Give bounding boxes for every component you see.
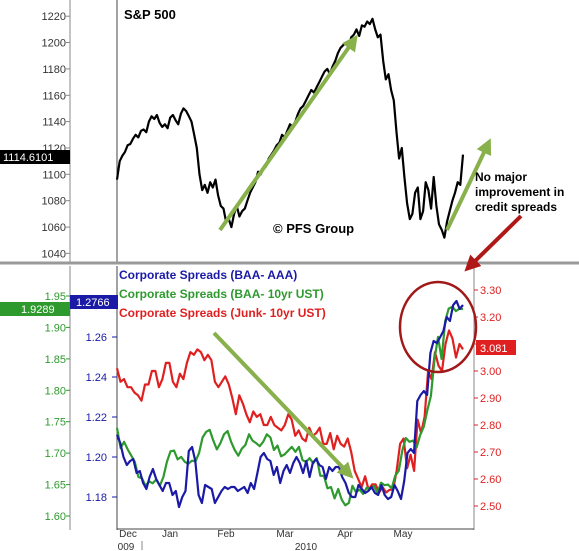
left-outer-tick-label: 1.70 [45,448,66,460]
right-tick-label: 3.00 [480,366,501,378]
left-outer-tick-label: 1.60 [45,511,66,523]
sp500-y-tick-label: 1080 [42,196,66,208]
left-inner-tick-label: 1.24 [86,372,107,384]
green-y-ticks: 1.60 1.65 1.70 1.75 1.80 1.85 1.90 1.95 [45,291,70,523]
left-outer-tick-label: 1.90 [45,322,66,334]
sp500-y-tick-label: 1100 [42,169,66,181]
red-current-value-tag: 3.081 [476,340,516,355]
x-year-label: 009 [118,542,135,551]
right-tick-label: 2.60 [480,474,501,486]
sp500-y-tick-label: 1140 [42,117,66,129]
sp500-y-tick-label: 1220 [42,11,66,23]
sp500-y-tick-label: 1180 [42,64,66,76]
annotation-line-3: credit spreads [475,200,557,214]
x-month-label: Jan [162,529,178,540]
right-tick-label: 3.20 [480,312,501,324]
blue-current-value: 1.2766 [76,297,110,309]
right-tick-label: 2.70 [480,447,501,459]
x-month-label: May [394,529,413,540]
series-line-left-inner [115,299,464,509]
downtrend-arrow [212,331,354,479]
legend-item-baa-aaa: Corporate Spreads (BAA- AAA) [119,268,297,282]
x-axis-labels: Dec Jan Feb Mar Apr May 009 2010 [118,529,413,551]
right-tick-label: 2.50 [480,501,501,513]
annotation-line-2: improvement in [475,185,564,199]
red-y-ticks: 2.502.602.702.802.903.003.103.203.30 [474,285,501,513]
annotation-text: No major improvement in credit spreads [475,170,564,214]
left-inner-tick-label: 1.26 [86,332,107,344]
watermark: © PFS Group [273,221,354,236]
sp500-line [115,17,465,239]
uptrend-arrow-2 [445,138,492,231]
green-current-value: 1.9289 [21,304,55,316]
left-inner-tick-label: 1.20 [86,452,107,464]
legend: Corporate Spreads (BAA- AAA) Corporate S… [119,268,326,320]
right-tick-label: 2.90 [480,393,501,405]
left-outer-tick-label: 1.95 [45,291,66,303]
green-current-value-tag: 1.9289 [0,302,70,316]
sp500-current-value: 1114.6101 [3,152,53,164]
sp500-series [115,17,465,239]
sp500-panel: 1040106010801100112011401160118012001220… [0,0,564,262]
right-tick-label: 3.30 [480,285,501,297]
left-outer-tick-label: 1.80 [45,385,66,397]
right-tick-label: 2.80 [480,420,501,432]
left-outer-tick-label: 1.65 [45,480,66,492]
x-month-label: Feb [217,529,235,540]
callout-arrow [464,214,523,272]
sp500-title: S&P 500 [124,7,176,22]
blue-y-ticks: 1.18 1.20 1.22 1.24 1.26 [86,332,117,504]
x-year-label: 2010 [295,542,318,551]
red-current-value: 3.081 [480,343,508,355]
sp500-y-tick-label: 1040 [42,248,66,260]
spreads-series [115,299,464,509]
spreads-panel: 1.60 1.65 1.70 1.75 1.80 1.85 1.90 1.95 1.18 1.2… [0,214,523,551]
legend-item-junk-10yr: Corporate Spreads (Junk- 10yr UST) [119,306,326,320]
sp500-y-tick-label: 1200 [42,38,66,50]
left-inner-tick-label: 1.18 [86,492,107,504]
series-line-left-outer [115,305,464,507]
left-inner-tick-label: 1.22 [86,412,107,424]
blue-current-value-tag: 1.2766 [70,295,118,309]
annotation-line-1: No major [475,170,527,184]
highlight-circle [398,280,478,374]
sp500-current-value-tag: 1114.6101 [0,150,70,164]
sp500-y-tick-label: 1160 [42,90,66,102]
sp500-y-tick-label: 1060 [42,222,66,234]
left-outer-tick-label: 1.85 [45,354,66,366]
x-month-label: Dec [119,529,137,540]
series-line-right [115,329,464,494]
legend-item-baa-10yr: Corporate Spreads (BAA- 10yr UST) [119,287,324,301]
x-month-label: Apr [337,529,353,540]
left-outer-tick-label: 1.75 [45,417,66,429]
x-month-label: Mar [276,529,294,540]
uptrend-arrow-1 [218,34,358,232]
